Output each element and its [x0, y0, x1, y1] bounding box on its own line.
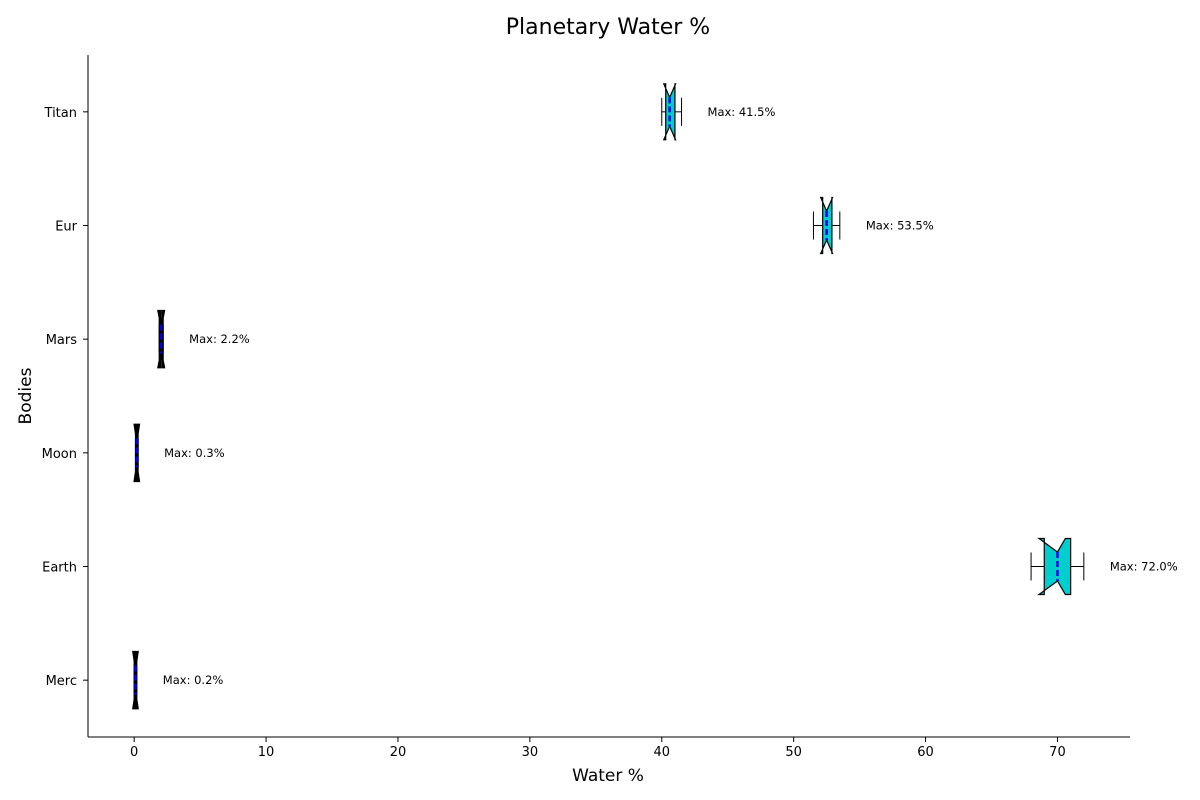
box-eur: [812, 196, 841, 255]
annotation-merc: Max: 0.2%: [163, 673, 224, 687]
x-axis-label: Water %: [572, 766, 644, 786]
axes-layer: 0 10 20 30 40 50 60 70 Merc Earth Moon Mars Eur Titan: [42, 55, 1130, 760]
boxes-layer: [132, 83, 1085, 710]
y-axis-label: Bodies: [16, 367, 36, 424]
box-titan: [661, 83, 683, 141]
y-tick-label: Merc: [46, 674, 77, 689]
annotation-mars: Max: 2.2%: [189, 332, 250, 346]
annotation-earth: Max: 72.0%: [1110, 560, 1178, 574]
x-tick-label: 40: [653, 745, 670, 760]
y-tick-label: Mars: [46, 333, 78, 348]
y-tick-label: Earth: [42, 561, 77, 576]
x-tick-label: 50: [785, 745, 802, 760]
annotation-titan: Max: 41.5%: [708, 105, 776, 119]
box-mars: [157, 309, 166, 369]
box-merc: [132, 650, 139, 710]
chart-title: Planetary Water %: [506, 15, 710, 40]
x-tick-label: 20: [390, 745, 407, 760]
y-tick-label: Eur: [55, 220, 77, 235]
x-tick-label: 10: [258, 745, 275, 760]
x-tick-label: 30: [522, 745, 539, 760]
y-tick-label: Titan: [44, 106, 77, 121]
annotation-eur: Max: 53.5%: [866, 219, 934, 233]
box-moon: [133, 423, 141, 483]
box-earth: [1030, 537, 1085, 596]
y-tick-label: Moon: [42, 447, 77, 462]
annotation-moon: Max: 0.3%: [164, 446, 225, 460]
x-tick-label: 60: [917, 745, 934, 760]
x-tick-label: 0: [130, 745, 138, 760]
x-tick-label: 70: [1049, 745, 1066, 760]
box-body: [1037, 537, 1072, 596]
annotations-layer: Max: 0.2% Max: 72.0% Max: 0.3% Max: 2.2% Max…: [163, 105, 1178, 687]
